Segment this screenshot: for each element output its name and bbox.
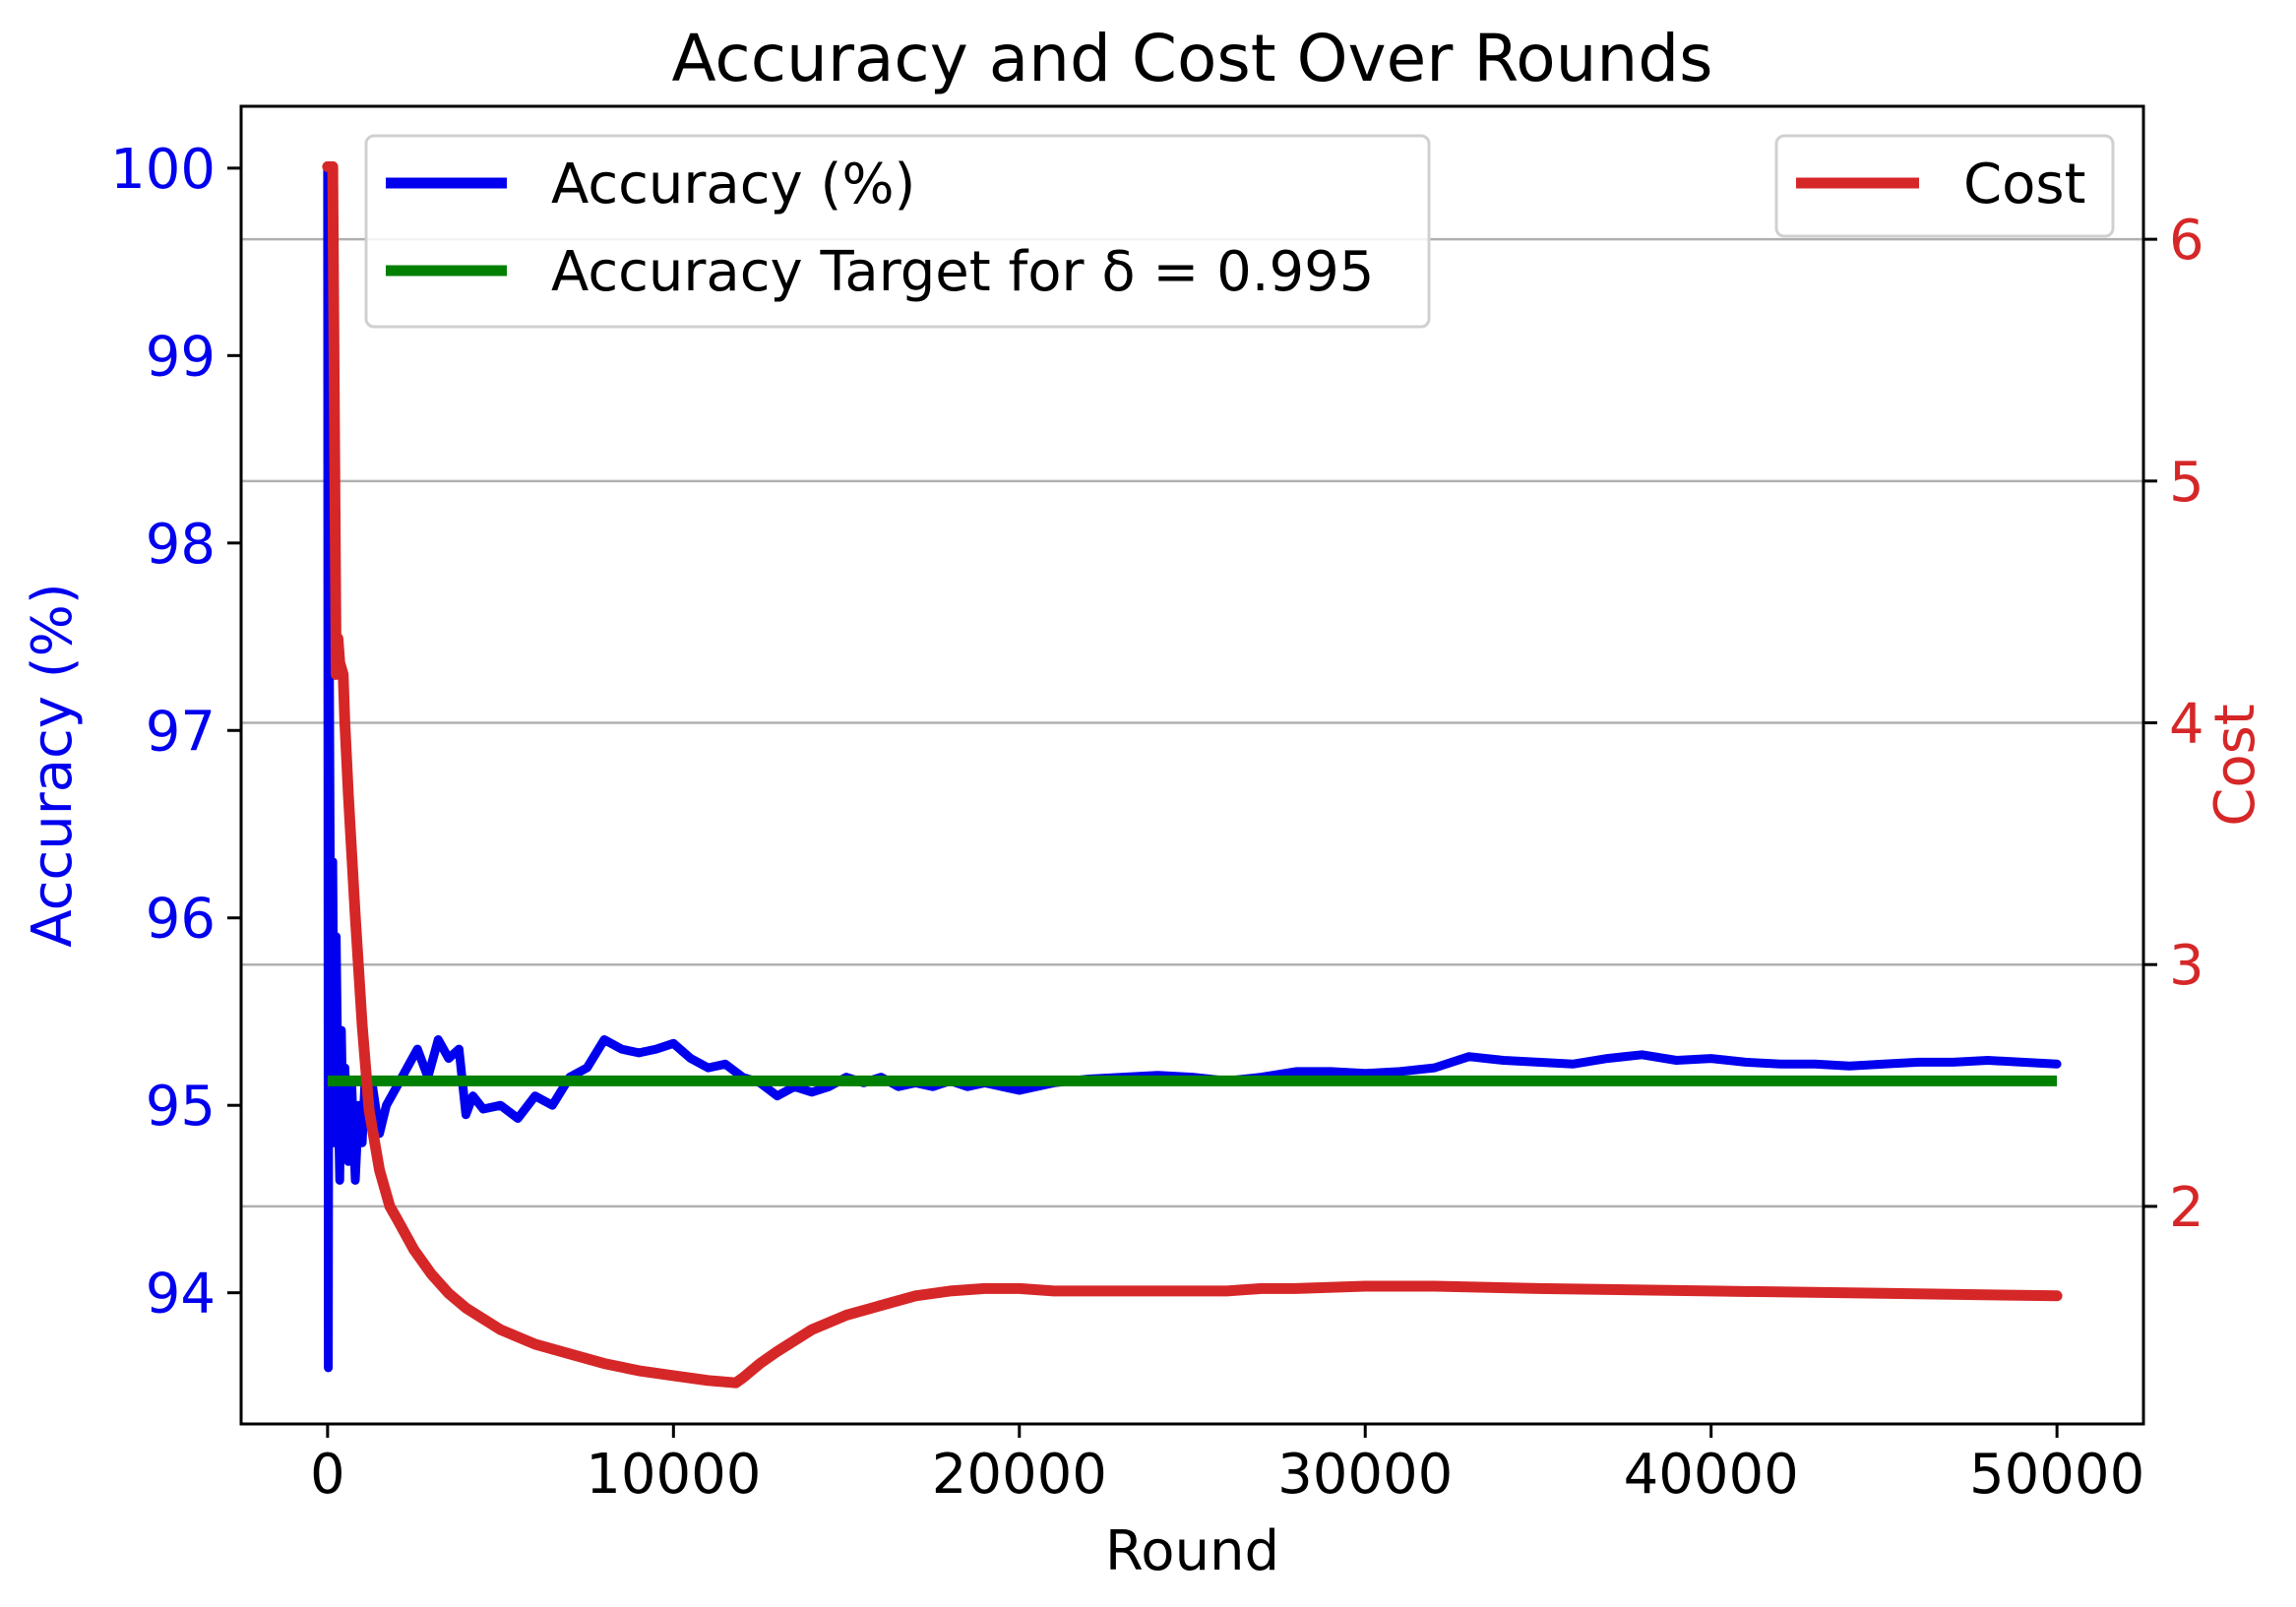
y-right-tick-label: 5	[2169, 451, 2204, 515]
y-left-axis-label: Accuracy (%)	[21, 583, 85, 947]
legend-left: Accuracy (%) Accuracy Target for δ = 0.9…	[364, 134, 1431, 329]
x-axis-label: Round	[1105, 1519, 1279, 1583]
x-tick-label: 0	[310, 1443, 345, 1507]
x-tick-label: 30000	[1277, 1443, 1453, 1507]
x-tick-label: 50000	[1969, 1443, 2144, 1507]
series-layer	[322, 160, 2063, 1389]
y-right-axis-label: Cost	[2203, 704, 2267, 827]
y-left-tick-label: 98	[146, 513, 216, 577]
x-tick-label: 10000	[586, 1443, 761, 1507]
ticks-layer: 0 10000 20000 30000 40000 50000 94 95 96 97 98 99 10…	[110, 138, 2204, 1507]
legend-accuracy-label: Accuracy (%)	[551, 153, 915, 216]
legend-right-box	[1774, 134, 2115, 238]
y-left-tick-label: 97	[146, 700, 216, 764]
y-left-tick-label: 94	[146, 1263, 216, 1327]
legend-target-label: Accuracy Target for δ = 0.995	[551, 240, 1374, 304]
y-right-tick-label: 2	[2169, 1176, 2204, 1240]
y-left-tick-label: 96	[146, 888, 216, 952]
legend-left-box	[364, 134, 1431, 329]
y-right-tick-label: 3	[2169, 934, 2204, 998]
y-right-tick-label: 6	[2169, 209, 2204, 273]
y-right-tick-label: 4	[2169, 693, 2204, 757]
y-left-tick-label: 99	[146, 325, 216, 389]
series-cost-line	[322, 160, 2063, 1389]
x-tick-label: 40000	[1624, 1443, 1799, 1507]
plot-frame	[239, 104, 2145, 1426]
series-accuracy-line	[323, 163, 2062, 1373]
y-left-tick-label: 95	[146, 1075, 216, 1139]
y-left-tick-label: 100	[110, 138, 216, 202]
chart-title: Accuracy and Cost Over Rounds	[671, 21, 1712, 96]
legend-cost-label: Cost	[1963, 153, 2086, 216]
legend-right: Cost	[1774, 134, 2115, 238]
x-tick-label: 20000	[932, 1443, 1107, 1507]
